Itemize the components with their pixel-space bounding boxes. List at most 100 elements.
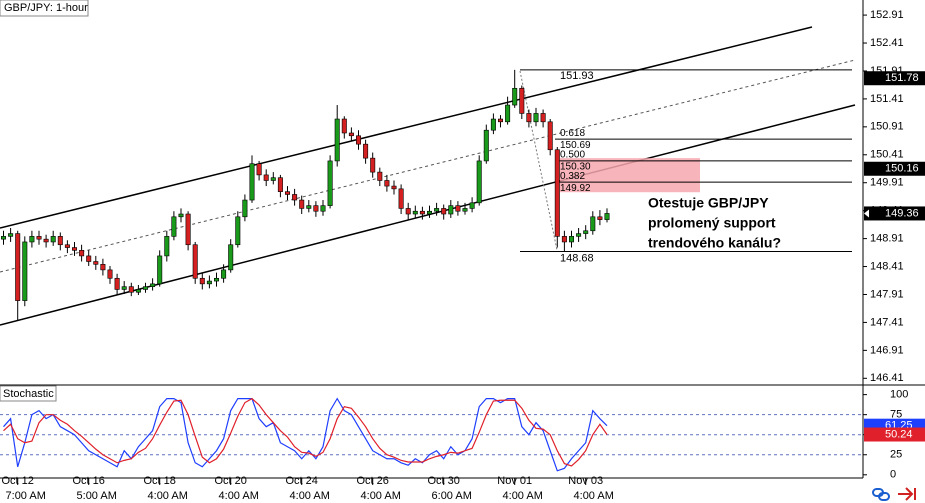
x-time-label: 5:00 AM bbox=[77, 490, 117, 502]
candle-body bbox=[320, 205, 326, 212]
annotation: Otestuje GBP/JPY bbox=[648, 195, 769, 211]
candle-body bbox=[263, 174, 269, 181]
y-tick-label: 25 bbox=[890, 449, 902, 461]
candle-body bbox=[348, 132, 354, 137]
candle-body bbox=[398, 188, 404, 209]
candle-body bbox=[50, 236, 56, 243]
candle-body bbox=[199, 277, 205, 285]
y-tick-label: 151.41 bbox=[870, 93, 904, 105]
candle-body bbox=[22, 241, 28, 301]
candle-body bbox=[185, 213, 191, 246]
channel-upper bbox=[0, 26, 813, 229]
candle-body bbox=[0, 236, 7, 240]
candle-body bbox=[483, 129, 489, 162]
candle-body bbox=[476, 160, 482, 204]
candle-body bbox=[554, 149, 560, 237]
candle-body bbox=[277, 177, 283, 192]
candle-body bbox=[462, 208, 468, 212]
channel-lower bbox=[0, 104, 856, 326]
candle-body bbox=[284, 191, 290, 195]
y-tick-label: 148.41 bbox=[870, 260, 904, 272]
x-time-label: 6:00 AM bbox=[432, 490, 472, 502]
y-tick-label: 149.91 bbox=[870, 177, 904, 189]
candle-body bbox=[235, 216, 241, 246]
candle-body bbox=[590, 216, 596, 232]
price-marker: 149.36 bbox=[885, 207, 919, 219]
candle-body bbox=[72, 247, 78, 251]
candle-body bbox=[214, 277, 220, 282]
candle-body bbox=[164, 236, 170, 257]
candle-body bbox=[93, 261, 99, 265]
stoch-line bbox=[3, 397, 608, 472]
candle-body bbox=[561, 236, 567, 243]
candle-body bbox=[135, 289, 141, 293]
price-marker: 151.78 bbox=[885, 72, 919, 84]
candle-body bbox=[299, 199, 305, 209]
x-time-label: 7:00 AM bbox=[6, 490, 46, 502]
candle-body bbox=[249, 163, 255, 201]
candle-body bbox=[107, 269, 113, 279]
candle-body bbox=[355, 135, 361, 145]
stoch-line bbox=[3, 397, 608, 467]
candle-body bbox=[242, 199, 248, 218]
candle-body bbox=[526, 113, 532, 123]
highlight-zone bbox=[560, 158, 700, 193]
candle-body bbox=[434, 208, 440, 212]
candle-body bbox=[604, 213, 610, 220]
annotation: prolomený support bbox=[648, 215, 776, 231]
candle-body bbox=[533, 113, 539, 123]
candle-body bbox=[221, 269, 227, 279]
link-icon[interactable] bbox=[872, 488, 890, 501]
collapse-icon-part[interactable] bbox=[905, 487, 914, 501]
candle-body bbox=[547, 121, 553, 151]
candle-body bbox=[86, 255, 92, 262]
candle-body bbox=[412, 210, 418, 215]
price-marker-box bbox=[864, 161, 925, 176]
candle-body bbox=[192, 244, 198, 279]
candle-body bbox=[597, 216, 603, 220]
x-time-label: 4:00 AM bbox=[361, 490, 401, 502]
candle-body bbox=[270, 177, 276, 181]
candle-body bbox=[519, 87, 525, 114]
candle-body bbox=[64, 244, 70, 248]
candle-body bbox=[228, 244, 234, 271]
y-tick-label: 0 bbox=[890, 469, 896, 481]
fib-price: 150.30 bbox=[560, 162, 591, 173]
price-marker-arrow bbox=[864, 209, 869, 218]
candle-body bbox=[100, 264, 106, 271]
candle-body bbox=[426, 210, 432, 215]
y-tick-label: 147.41 bbox=[870, 316, 904, 328]
candle-body bbox=[370, 157, 376, 173]
candle-body bbox=[150, 283, 156, 287]
price-marker: 50.24 bbox=[885, 428, 913, 440]
y-tick-label: 150.91 bbox=[870, 121, 904, 133]
candle-body bbox=[79, 250, 85, 257]
price-marker-box bbox=[864, 427, 925, 442]
candle-body bbox=[490, 118, 496, 131]
candle-body bbox=[313, 205, 319, 212]
candle-body bbox=[327, 160, 333, 206]
candle-body bbox=[505, 104, 511, 123]
collapse-icon[interactable] bbox=[898, 487, 916, 501]
fib-ratio: 0.382 bbox=[560, 171, 585, 182]
link-icon-part[interactable] bbox=[878, 492, 890, 501]
candle-body bbox=[583, 230, 589, 234]
candle-body bbox=[157, 255, 163, 285]
candle-body bbox=[512, 87, 518, 106]
y-tick-label: 146.41 bbox=[870, 372, 904, 384]
fib-ratio: 0.618 bbox=[560, 128, 585, 139]
x-time-label: 4:00 AM bbox=[290, 490, 330, 502]
fib-label: 148.68 bbox=[560, 252, 594, 264]
y-tick-label: 100 bbox=[890, 389, 908, 401]
y-tick-label: 152.91 bbox=[870, 9, 904, 21]
x-time-label: 4:00 AM bbox=[574, 490, 614, 502]
y-tick-label: 147.91 bbox=[870, 288, 904, 300]
y-tick-label: 146.91 bbox=[870, 344, 904, 356]
title-box bbox=[0, 0, 89, 17]
fib-label: 151.93 bbox=[560, 70, 594, 82]
candle-body bbox=[334, 118, 340, 162]
channel-middle bbox=[0, 59, 856, 273]
stoch-title: Stochastic bbox=[3, 388, 54, 400]
